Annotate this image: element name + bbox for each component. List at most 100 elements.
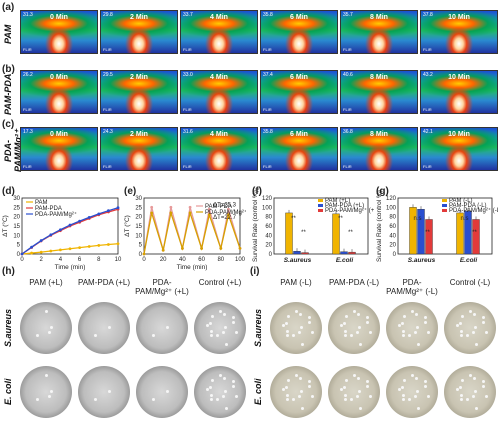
bacterial-colony [356, 312, 360, 316]
thermal-time-label: 8 Min [370, 14, 388, 21]
bacterial-colony [401, 397, 405, 401]
data-point [68, 247, 72, 251]
bacterial-colony [366, 385, 370, 389]
bacterial-colony [456, 324, 460, 328]
thermal-image: 24.3 2 Min FLIR [100, 127, 178, 171]
legend-entry: PAM [35, 200, 48, 206]
significance-marker: ** [472, 230, 477, 236]
data-point [30, 251, 33, 255]
bacterial-colony [231, 316, 235, 320]
thermal-image: 33.0 4 Min FLIR [180, 70, 258, 114]
thermal-time-label: 2 Min [130, 131, 148, 138]
bacterial-colony [298, 395, 302, 399]
significance-marker: ** [425, 230, 430, 236]
bacterial-colony [369, 330, 373, 334]
legend-swatch [318, 199, 323, 202]
bacterial-colony [411, 374, 415, 378]
petri-dish [444, 366, 496, 418]
bacterial-colony [458, 321, 462, 325]
thermal-time-label: 6 Min [290, 14, 308, 21]
bacterial-colony [298, 331, 302, 335]
thermal-temp-readout: 35.8 [263, 129, 273, 135]
bacterial-colony [459, 397, 463, 401]
bacterial-colony [35, 397, 39, 401]
bacterial-colony [343, 394, 347, 398]
bacterial-colony [151, 333, 155, 337]
significance-marker: ** [291, 216, 296, 222]
bacterial-colony [282, 388, 286, 392]
bacterial-colony [216, 333, 220, 337]
bacterial-colony [400, 321, 404, 325]
petri-dish [136, 366, 188, 418]
legend-swatch [442, 209, 447, 212]
petri-dish [136, 302, 188, 354]
legend-entry: PDA-PAM/Mg²⁺ [205, 209, 246, 216]
thermal-temp-readout: 37.4 [263, 72, 273, 78]
x-tick-label: 6 [78, 257, 82, 263]
bacterial-colony [466, 397, 470, 401]
thermal-image: 35.8 6 Min FLIR [260, 10, 338, 54]
thermal-temp-readout: 35.8 [263, 12, 273, 18]
bacterial-colony [340, 388, 344, 392]
bacterial-colony [401, 333, 405, 337]
bacterial-colony [472, 376, 476, 380]
thermal-image: 31.6 4 Min FLIR [180, 127, 258, 171]
flir-logo: FLIR [423, 164, 432, 169]
data-point [49, 233, 53, 237]
bacterial-colony [359, 407, 363, 411]
bacterial-colony [343, 397, 347, 401]
bar [425, 219, 433, 255]
data-point [116, 206, 120, 210]
bacterial-colony [285, 394, 289, 398]
x-axis-label: Time (min) [177, 264, 208, 271]
thermal-image: 33.7 4 Min FLIR [180, 10, 258, 54]
y-tick-label: 0 [139, 252, 143, 258]
bar [472, 219, 480, 255]
x-tick-label: 2 [40, 257, 44, 263]
bacterial-colony [472, 331, 476, 335]
legend-swatch [442, 204, 447, 207]
bacterial-colony [427, 330, 431, 334]
bar [456, 212, 464, 255]
y-tick-label: 120 [262, 196, 273, 202]
bacterial-colony [414, 312, 418, 316]
bacterial-colony [298, 312, 302, 316]
bacterial-colony [224, 326, 227, 329]
data-point [150, 211, 154, 215]
x-tick-label: 20 [160, 257, 167, 263]
data-point [188, 205, 192, 209]
y-axis-label: ΔT (°C) [124, 215, 131, 237]
significance-marker: ** [348, 230, 353, 236]
bacterial-colony [216, 397, 220, 401]
bar [293, 250, 301, 255]
thermal-image: 36.8 8 Min FLIR [340, 127, 418, 171]
panel-label-a: (a) [2, 2, 15, 13]
data-point [107, 209, 110, 213]
bacterial-colony [459, 394, 463, 398]
bacterial-colony [151, 397, 155, 401]
y-tick-label: 5 [139, 243, 143, 249]
y-tick-label: 120 [386, 196, 397, 202]
bacterial-colony [369, 394, 373, 398]
bacterial-colony [282, 324, 286, 328]
flir-logo: FLIR [423, 107, 432, 112]
bacterial-colony [458, 385, 462, 389]
y-axis-label: Survival Rate (control %) [252, 190, 259, 262]
bacterial-colony [481, 316, 485, 320]
bacterial-colony [219, 374, 223, 378]
thermal-temp-readout: 29.8 [103, 12, 113, 18]
bacterial-colony [108, 326, 111, 329]
bacterial-colony [232, 385, 236, 389]
dish-row-label: E. coli [3, 378, 13, 406]
thermal-image: 37.8 10 Min FLIR [420, 10, 498, 54]
legend-entry: PAM-PDA (-L) [449, 203, 487, 209]
thermal-image: 37.4 6 Min FLIR [260, 70, 338, 114]
bacterial-colony [353, 310, 357, 314]
bacterial-colony [350, 333, 354, 337]
plot-frame [143, 197, 241, 255]
data-point [30, 245, 33, 249]
thermal-temp-readout: 26.2 [23, 72, 33, 78]
bacterial-colony [225, 407, 229, 411]
y-tick-label: 60 [265, 224, 272, 230]
